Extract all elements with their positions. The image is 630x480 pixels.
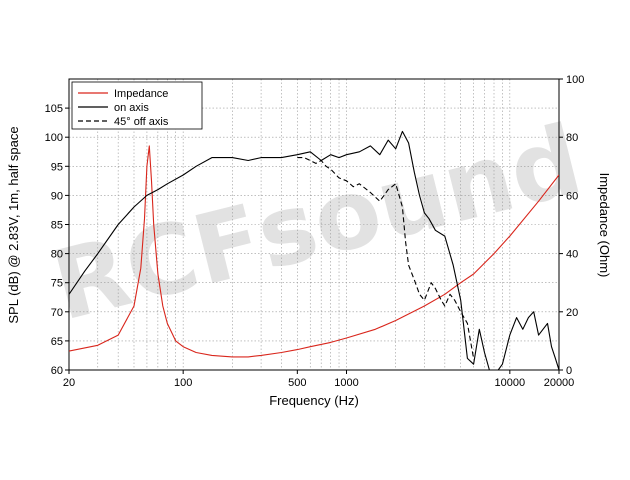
y-tick-label: 75 [51,278,63,290]
series-layer [69,130,559,370]
y-tick-label: 80 [51,249,63,261]
ticks: 20 100 500 1000 10000 20000606570758085909510… [45,74,585,389]
y-tick-label: 100 [45,132,63,144]
y-tick-label: 85 [51,220,63,232]
watermark-logo: RCFsound [42,104,592,343]
y-tick-label: 90 [51,190,63,202]
y-tick-label: 70 [51,307,63,319]
legend-label: on axis [114,102,149,114]
x-tick-label: 500 [288,377,306,389]
series-line-impedance [69,145,559,358]
y-tick-label: 105 [45,103,63,115]
y2-tick-label: 40 [566,249,578,261]
y2-tick-label: 0 [566,365,572,377]
y2-tick-label: 20 [566,307,578,319]
x-tick-label: 100 [174,377,192,389]
x-tick-label: 20 [63,377,75,389]
x-tick-label: 20000 [544,377,575,389]
series-line-on-axis [69,130,559,370]
y2-tick-label: 60 [566,190,578,202]
y2-tick-label: 80 [566,132,578,144]
y2-tick-label: 100 [566,74,584,86]
series-line-45-off-axis [297,157,475,359]
y2-axis-title: Impedance (Ohm) [597,173,612,278]
y-tick-label: 60 [51,365,63,377]
y-tick-label: 95 [51,161,63,173]
y-tick-label: 65 [51,336,63,348]
legend-label: Impedance [114,88,168,100]
legend-box [71,81,203,130]
x-tick-label: 10000 [495,377,526,389]
legend: Impedance on axis 45° off axis [71,81,203,130]
x-tick-label: 1000 [334,377,358,389]
y-axis-title: SPL (dB) @ 2.83V, 1m, half space [6,126,21,323]
legend-label: 45° off axis [114,116,169,128]
x-axis-title: Frequency (Hz) [269,393,359,408]
